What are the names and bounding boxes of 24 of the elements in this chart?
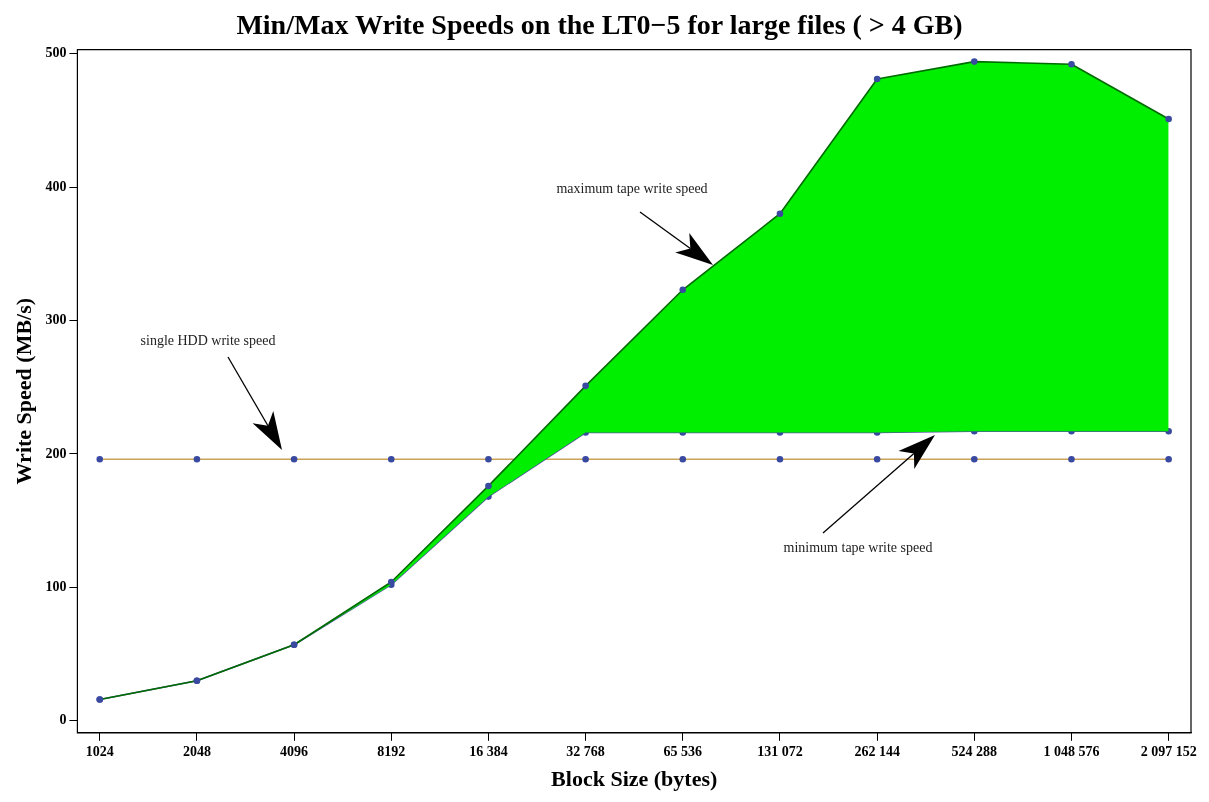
y-tick-label: 500 [45,45,67,61]
y-tick-label: 400 [45,178,67,194]
y-tick-label: 200 [45,445,67,461]
x-tick-label: 32 768 [566,743,605,759]
x-tick-label: 2048 [182,743,211,759]
x-tick-label: 262 144 [854,743,900,759]
y-tick-label: 0 [59,712,67,728]
annotation: maximum tape write speed [556,180,708,196]
x-tick-label: 65 536 [663,743,703,759]
y-axis-title: Write Speed (MB/s) [10,297,36,485]
annotation: minimum tape write speed [783,539,933,555]
annotation: single HDD write speed [140,332,276,348]
x-tick-label: 131 072 [757,743,803,759]
y-tick-label: 100 [45,578,67,594]
x-tick-label: 1 048 576 [1043,743,1100,759]
x-tick-label: 8192 [377,743,406,759]
x-tick-label: 1024 [85,743,114,759]
x-tick-label: 4096 [280,743,309,759]
x-tick-label: 524 288 [951,743,998,759]
x-axis-title: Block Size (bytes) [551,766,718,792]
x-tick-label: 2 097 152 [1140,743,1197,759]
chart-title: Min/Max Write Speeds on the LT0−5 for large files ( > 4 GB) [236,9,963,41]
x-tick-label: 16 384 [469,743,508,759]
y-tick-label: 300 [45,312,67,328]
